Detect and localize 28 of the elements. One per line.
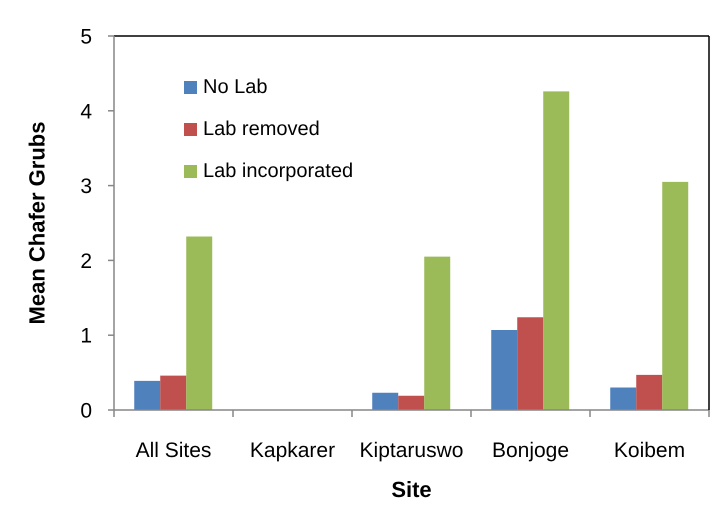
legend-label: Lab incorporated [203, 160, 354, 182]
legend-label: Lab removed [203, 118, 320, 140]
bar [517, 317, 544, 410]
y-axis-title: Mean Chafer Grubs [24, 122, 50, 324]
y-tick-label: 5 [80, 25, 92, 48]
x-tick-label: Bonjoge [492, 439, 570, 462]
bar [636, 374, 662, 410]
bar [186, 236, 212, 410]
bar [662, 182, 688, 410]
bar [424, 256, 450, 410]
y-tick-label: 2 [80, 250, 92, 273]
bar [491, 330, 518, 410]
y-tick-label: 1 [80, 324, 92, 348]
y-tick-label: 4 [80, 100, 92, 124]
bar [372, 392, 398, 410]
x-tick-label: Kapkarer [250, 439, 336, 462]
bar [610, 388, 636, 410]
y-tick-label: 3 [80, 175, 92, 198]
y-tick-label: 0 [80, 399, 92, 422]
bar [160, 376, 186, 410]
x-tick-label: All Sites [136, 439, 212, 462]
legend-label: No Lab [203, 76, 268, 98]
bar [543, 91, 570, 410]
bar [134, 380, 160, 410]
x-axis-title: Site [391, 477, 432, 502]
x-tick-label: Kiptaruswo [360, 439, 464, 462]
x-tick-label: Koibem [614, 439, 686, 462]
bar [398, 396, 424, 410]
